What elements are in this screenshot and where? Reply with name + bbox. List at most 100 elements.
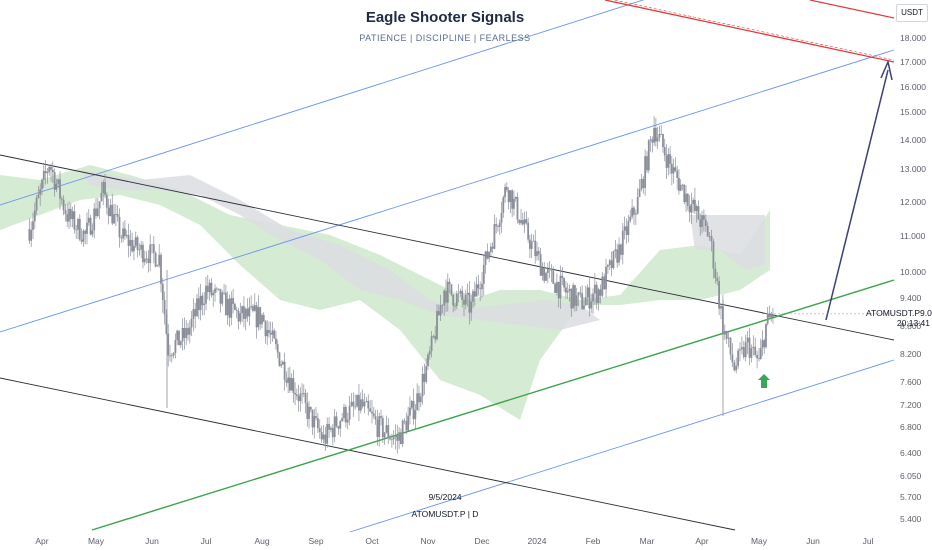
time-tick-label: Mar [640, 536, 655, 546]
candle-body [653, 127, 655, 143]
candle-body [219, 289, 222, 304]
candle-body [642, 178, 645, 189]
candle-body [145, 258, 148, 260]
candle-body [259, 307, 262, 325]
candle-body [507, 189, 510, 203]
candle-body [341, 418, 344, 421]
price-tick-label: 5.400 [900, 514, 922, 524]
candle-body [672, 167, 675, 174]
candle-body [748, 337, 751, 358]
price-axis[interactable]: 5.400 5.700 6.050 6.400 6.800 7.200 7.600 8.200… [900, 33, 926, 524]
candle-body [356, 394, 358, 407]
candle-body [548, 268, 551, 270]
candle-body [91, 230, 94, 235]
candle-body [649, 139, 652, 141]
candle-body [545, 272, 547, 281]
candle-body [167, 333, 170, 356]
candle-body [292, 378, 295, 394]
candle-body [109, 204, 112, 217]
candle-body [77, 218, 79, 230]
candle-body [271, 330, 274, 335]
candle-body [304, 393, 307, 403]
price-tick-label: 7.600 [900, 377, 922, 387]
candle-body [165, 314, 168, 334]
candle-body [392, 437, 395, 440]
candle-body [217, 288, 220, 290]
candle-body [59, 179, 61, 199]
candle-body [621, 230, 624, 255]
candle-body [459, 290, 462, 294]
candle-body [133, 245, 135, 252]
candle-body [138, 249, 141, 251]
candle-body [199, 295, 202, 311]
candle-body [502, 197, 505, 213]
candle-body [380, 416, 382, 419]
candle-body [772, 315, 774, 318]
price-tick-label: 18.000 [900, 33, 926, 43]
candle-body [124, 228, 126, 237]
candle-body [410, 400, 413, 408]
candle-body [599, 289, 602, 296]
time-axis[interactable]: Apr May Jun Jul Aug Sep Oct Nov Dec 2024 Feb Mar Apr… [35, 536, 873, 546]
candle-body [335, 416, 338, 427]
candle-body [57, 179, 60, 184]
candle-body [644, 156, 647, 189]
candle-body [520, 220, 522, 224]
candle-body [37, 194, 40, 199]
candle-body [758, 358, 760, 360]
candle-body [674, 167, 677, 171]
candle-body [331, 427, 334, 438]
time-tick-label: Jun [806, 536, 820, 546]
candle-body [690, 204, 693, 213]
candle-body [46, 172, 49, 174]
candle-body [500, 212, 503, 223]
candle-body [466, 292, 469, 295]
candle-body [746, 337, 749, 343]
candle-body [593, 284, 596, 294]
bar-countdown: 20:13:41 [896, 318, 930, 328]
candle-body [699, 219, 702, 227]
candle-body [443, 290, 446, 306]
candle-body [282, 361, 284, 365]
candle-body [398, 432, 400, 441]
candle-body [616, 249, 619, 263]
candle-body [518, 219, 521, 224]
candle-body [627, 220, 630, 236]
candle-body [670, 163, 673, 174]
candle-body [479, 288, 482, 290]
candle-body [409, 407, 411, 416]
candle-body [125, 235, 128, 237]
candle-body [378, 416, 381, 438]
candle-body [30, 229, 33, 241]
candle-body [268, 330, 270, 334]
candle-body [575, 295, 578, 306]
candle-body [770, 315, 773, 318]
time-tick-label: Sep [308, 536, 323, 546]
candle-body [102, 182, 105, 194]
candlesticks [28, 116, 774, 454]
candle-body [192, 309, 195, 319]
candle-body [606, 264, 609, 267]
candle-body [156, 265, 159, 267]
candle-body [275, 338, 277, 345]
candle-body [555, 282, 558, 293]
candle-body [151, 244, 153, 246]
candle-body [488, 251, 490, 259]
candle-body [504, 187, 506, 198]
currency-button[interactable]: USDT [896, 4, 928, 22]
candle-body [660, 133, 663, 135]
candle-body [261, 314, 263, 325]
candle-body [294, 393, 296, 395]
cloud-bearish [80, 170, 600, 330]
candle-body [252, 306, 254, 311]
candle-body [448, 281, 451, 285]
candle-body [574, 285, 576, 306]
price-tick-label: 6.800 [900, 422, 922, 432]
candle-body [35, 198, 38, 211]
candle-body [754, 346, 757, 356]
candle-body [498, 222, 501, 227]
candle-body [481, 283, 483, 290]
candle-body [183, 327, 186, 339]
candle-body [205, 285, 207, 304]
